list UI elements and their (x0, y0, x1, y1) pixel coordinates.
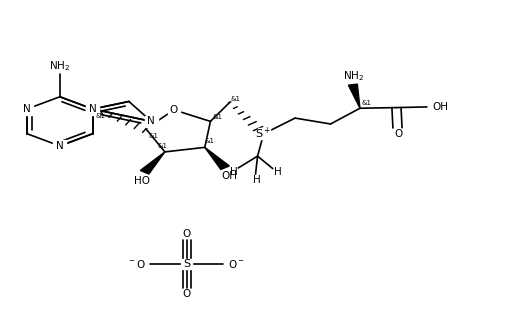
Text: OH: OH (221, 171, 237, 181)
Text: &1: &1 (361, 100, 371, 106)
Bar (86, 104, 99, 115)
Text: H: H (230, 167, 238, 177)
Bar (258, 128, 270, 139)
Text: HO: HO (134, 176, 150, 186)
Polygon shape (140, 152, 165, 174)
Text: H: H (252, 175, 261, 185)
Text: $^-$O: $^-$O (127, 258, 147, 270)
Text: O: O (183, 229, 191, 239)
Bar (181, 259, 192, 269)
Text: &1: &1 (157, 143, 167, 149)
Bar (144, 116, 158, 127)
Text: O: O (170, 105, 178, 115)
Bar (53, 140, 66, 152)
Text: &1: &1 (212, 114, 223, 120)
Text: &1: &1 (231, 96, 241, 102)
Text: O: O (394, 129, 403, 139)
Text: &1: &1 (205, 138, 215, 144)
Text: NH$_2$: NH$_2$ (49, 60, 70, 73)
Text: &1: &1 (96, 113, 106, 119)
Text: &1: &1 (149, 133, 159, 139)
Text: N: N (23, 104, 31, 114)
Text: N: N (148, 116, 155, 126)
Text: NH$_2$: NH$_2$ (343, 69, 365, 83)
Text: H: H (274, 167, 282, 177)
Bar (20, 104, 33, 115)
Polygon shape (205, 147, 229, 170)
Text: S$^+$: S$^+$ (256, 126, 272, 141)
Text: O: O (183, 289, 191, 299)
Text: N: N (56, 141, 64, 151)
Polygon shape (348, 84, 360, 108)
Bar (393, 129, 404, 138)
Bar (168, 105, 179, 115)
Text: S: S (183, 259, 190, 269)
Text: OH: OH (432, 102, 448, 112)
Text: N: N (89, 104, 97, 114)
Text: O$^-$: O$^-$ (228, 258, 245, 270)
